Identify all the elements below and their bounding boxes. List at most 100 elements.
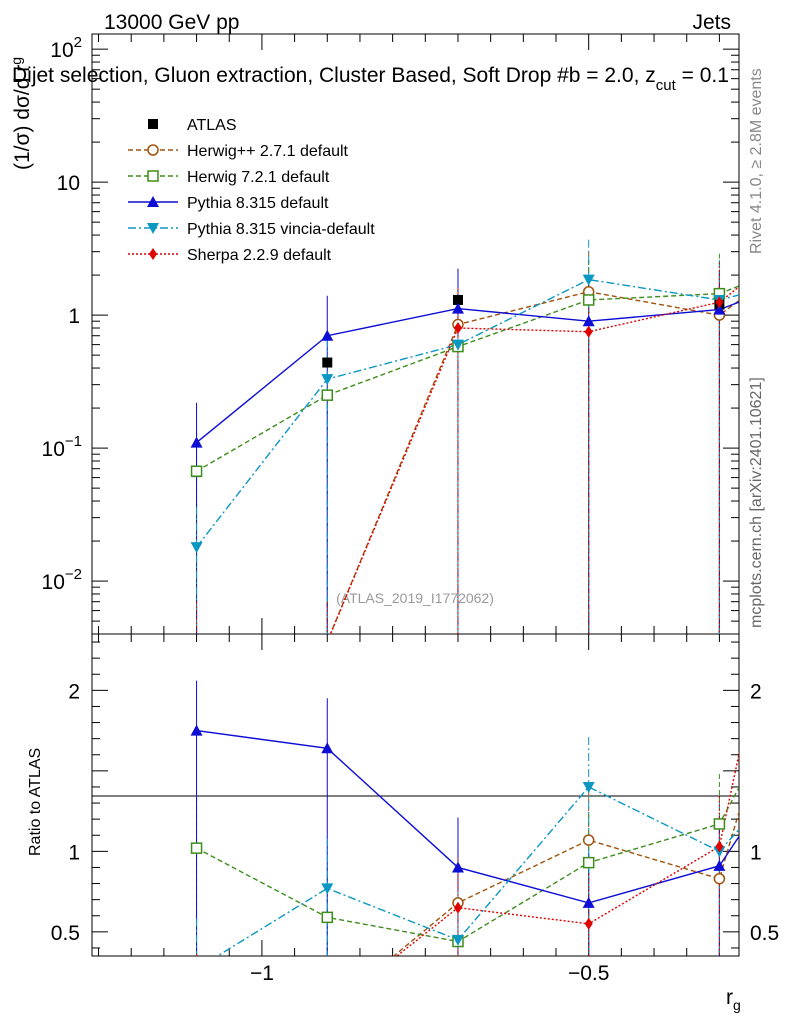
ratio-y-tick-label-left: 0.5 — [51, 922, 80, 945]
pythia-point — [713, 303, 726, 315]
main-y-tick-base: 10 — [42, 571, 65, 594]
ratio-panel-frame — [91, 633, 740, 957]
pythia-point — [582, 896, 595, 908]
vincia-point — [190, 542, 203, 554]
x-axis-label: rg — [726, 986, 741, 1013]
sherpa-point — [193, 998, 201, 1010]
herwig7-ratio-line — [196, 786, 739, 943]
mcplots-label: mcplots.cern.ch [arXiv:2401.10621] — [748, 377, 765, 628]
herwigpp-ratio-line — [392, 809, 739, 956]
legend-label-herwigpp: Herwig++ 2.7.1 default — [187, 143, 349, 160]
sherpa-point — [323, 1005, 331, 1017]
vincia-point — [321, 374, 334, 386]
vincia-ratio-line — [216, 786, 739, 956]
main-y-tick-label: 10−2 — [42, 566, 82, 594]
main-y-tick-label: 10−1 — [42, 433, 82, 461]
vincia-point — [147, 223, 159, 234]
ratio-y-tick-label-right: 2 — [750, 680, 762, 703]
sherpa-point — [584, 917, 593, 930]
herwigpp-line — [329, 290, 739, 634]
main-y-tick-exp: −1 — [65, 433, 82, 450]
ratio-y-tick-label-right: 0.5 — [750, 922, 779, 945]
herwig7-point — [321, 911, 334, 924]
ratio-series — [190, 680, 739, 1017]
plot-title-tail: = 0.1 — [676, 64, 729, 87]
pythia-ratio-line — [196, 729, 739, 904]
sherpa-point — [584, 325, 593, 338]
ratio-y-tick-label-right: 1 — [750, 841, 762, 864]
pythia-point — [713, 859, 726, 871]
sherpa-ratio-line — [395, 750, 739, 956]
vincia-point — [582, 781, 595, 793]
ratio-y-axis-label: Ratio to ATLAS — [27, 748, 44, 856]
main-y-axis-label-sub: g — [8, 57, 24, 65]
main-y-tick-label: 10 — [57, 172, 80, 195]
vincia-point — [451, 934, 464, 946]
herwig7-point — [147, 170, 159, 182]
main-y-tick-label: 102 — [50, 34, 82, 62]
vincia-point — [582, 274, 595, 286]
main-y-tick-base: 10 — [42, 438, 65, 461]
vincia-point — [321, 883, 334, 895]
x-axis-label-sub: g — [733, 997, 741, 1013]
herwigpp-point — [147, 144, 159, 156]
pythia-line — [196, 301, 739, 444]
herwig7-point — [321, 389, 334, 401]
legend-label-vincia: Pythia 8.315 vincia-default — [187, 221, 375, 238]
analysis-id: (ATLAS_2019_I1772062) — [336, 590, 494, 606]
energy-label: 13000 GeV pp — [104, 11, 239, 34]
herwig7-point — [582, 856, 595, 869]
main-y-tick-exp: 2 — [74, 34, 82, 51]
ratio-y-tick-label-left: 2 — [68, 680, 80, 703]
herwigpp-point — [322, 1006, 332, 1016]
legend-label-atlas: ATLAS — [187, 117, 237, 134]
herwigpp-point — [192, 999, 202, 1009]
main-y-tick-base: 1 — [68, 305, 80, 328]
legend-label-sherpa: Sherpa 2.2.9 default — [187, 247, 332, 264]
main-y-tick-exp: −2 — [65, 566, 82, 583]
sherpa-point — [453, 901, 462, 914]
pythia-point — [451, 302, 464, 314]
main-y-axis-label-text: (1/σ) dσ/d r — [11, 65, 34, 170]
pythia-point — [190, 724, 203, 736]
vincia-point — [191, 964, 203, 975]
herwig7-point — [190, 465, 203, 477]
pythia-point — [321, 329, 334, 341]
legend-label-pythia: Pythia 8.315 default — [187, 195, 329, 212]
herwig7-line — [196, 285, 739, 472]
pythia-point — [147, 196, 159, 207]
pythia-point — [582, 315, 595, 327]
ratio-y-ticks: 0.5 0.5 1 1 2 2 — [51, 641, 779, 949]
vincia-point — [451, 339, 464, 351]
main-y-tick-label: 1 — [68, 305, 80, 328]
category-label: Jets — [692, 11, 731, 34]
sherpa-point — [715, 840, 724, 853]
rivet-label: Rivet 4.1.0, ≥ 2.8M events — [748, 68, 765, 254]
herwigpp-point — [582, 834, 595, 846]
herwig7-point — [713, 818, 726, 830]
pythia-point — [321, 742, 334, 754]
legend: ATLAS Herwig++ 2.7.1 default Herwig 7.2.1 … — [128, 117, 375, 264]
pythia-point — [190, 436, 203, 448]
sherpa-point — [715, 296, 724, 309]
plot-title: Dijet selection, Gluon extraction, Clust… — [12, 64, 729, 94]
sherpa-point — [453, 322, 462, 335]
atlas-point — [148, 119, 158, 129]
herwigpp-point — [713, 872, 726, 885]
main-y-axis-label: (1/σ) dσ/d rg — [8, 57, 34, 170]
atlas-point — [322, 357, 333, 368]
ratio-y-tick-label-left: 1 — [68, 841, 80, 864]
herwig7-point — [190, 842, 203, 854]
x-axis-label-text: r — [726, 986, 733, 1009]
plot-title-sub: cut — [656, 77, 677, 94]
herwig7-point — [582, 294, 595, 306]
main-y-tick-base: 10 — [50, 39, 73, 62]
atlas-point — [452, 294, 463, 305]
main-y-tick-base: 10 — [57, 172, 80, 195]
x-tick-label: −1 — [250, 962, 274, 985]
sherpa-point — [149, 248, 157, 260]
x-tick-label: −0.5 — [568, 962, 609, 985]
main-series — [190, 239, 739, 634]
